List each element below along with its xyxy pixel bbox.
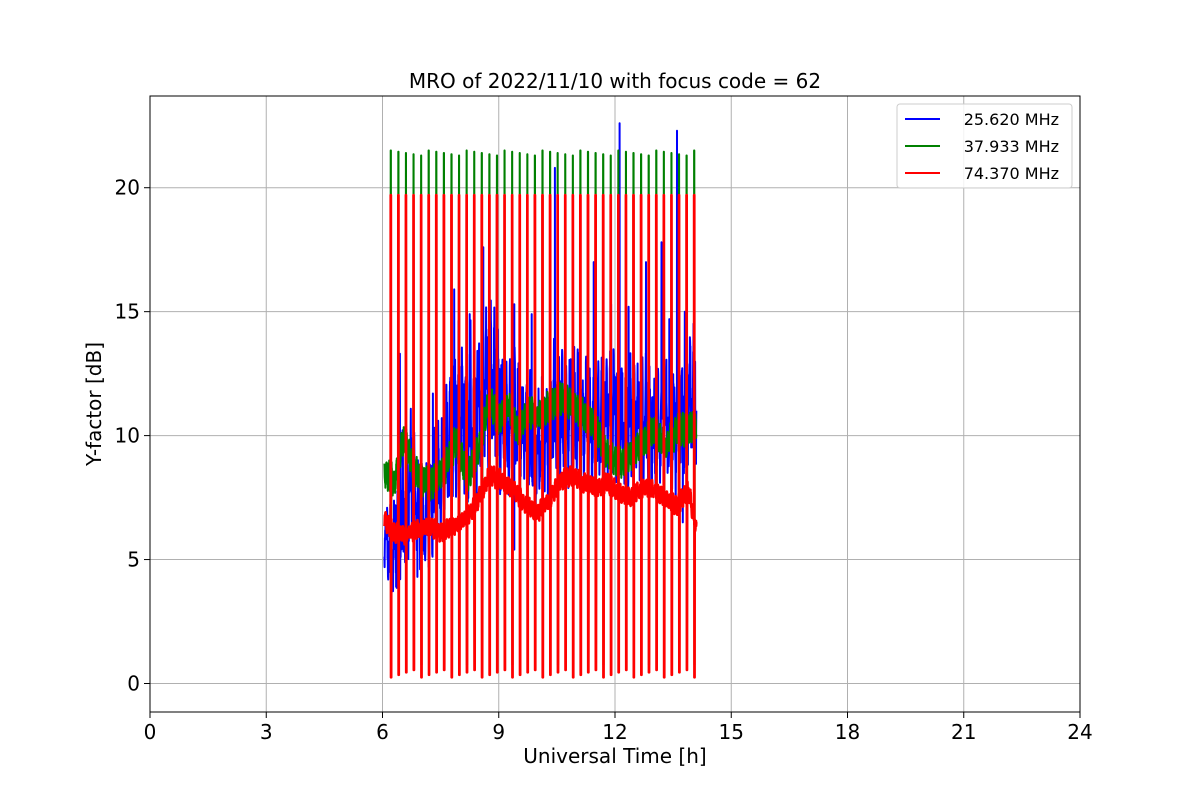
- y-axis-label: Y-factor [dB]: [82, 342, 106, 467]
- legend: 25.620 MHz 37.933 MHz 74.370 MHz: [896, 103, 1073, 189]
- axis-ticks: 0 3 6 9 12 15 18 21 24 0 5 10 15 20: [115, 176, 1093, 744]
- y-tick-label: 20: [115, 176, 140, 200]
- legend-label: 74.370 MHz: [964, 164, 1059, 183]
- x-tick-label: 21: [951, 720, 976, 744]
- series-layer: [383, 122, 698, 679]
- y-tick-label: 15: [115, 300, 140, 324]
- legend-label: 25.620 MHz: [964, 110, 1059, 129]
- legend-label: 37.933 MHz: [964, 137, 1059, 156]
- y-tick-label: 10: [115, 424, 140, 448]
- x-tick-label: 15: [719, 720, 744, 744]
- x-tick-label: 24: [1067, 720, 1092, 744]
- legend-box: [896, 103, 1073, 189]
- x-tick-label: 18: [835, 720, 860, 744]
- x-tick-label: 6: [376, 720, 389, 744]
- chart-title: MRO of 2022/11/10 with focus code = 62: [409, 69, 821, 93]
- x-tick-label: 9: [492, 720, 505, 744]
- x-tick-label: 12: [602, 720, 627, 744]
- x-tick-label: 0: [144, 720, 157, 744]
- y-tick-label: 5: [127, 548, 140, 572]
- series-line-3: [383, 193, 698, 679]
- y-tick-label: 0: [127, 671, 140, 695]
- x-axis-label: Universal Time [h]: [523, 744, 706, 768]
- x-tick-label: 3: [260, 720, 273, 744]
